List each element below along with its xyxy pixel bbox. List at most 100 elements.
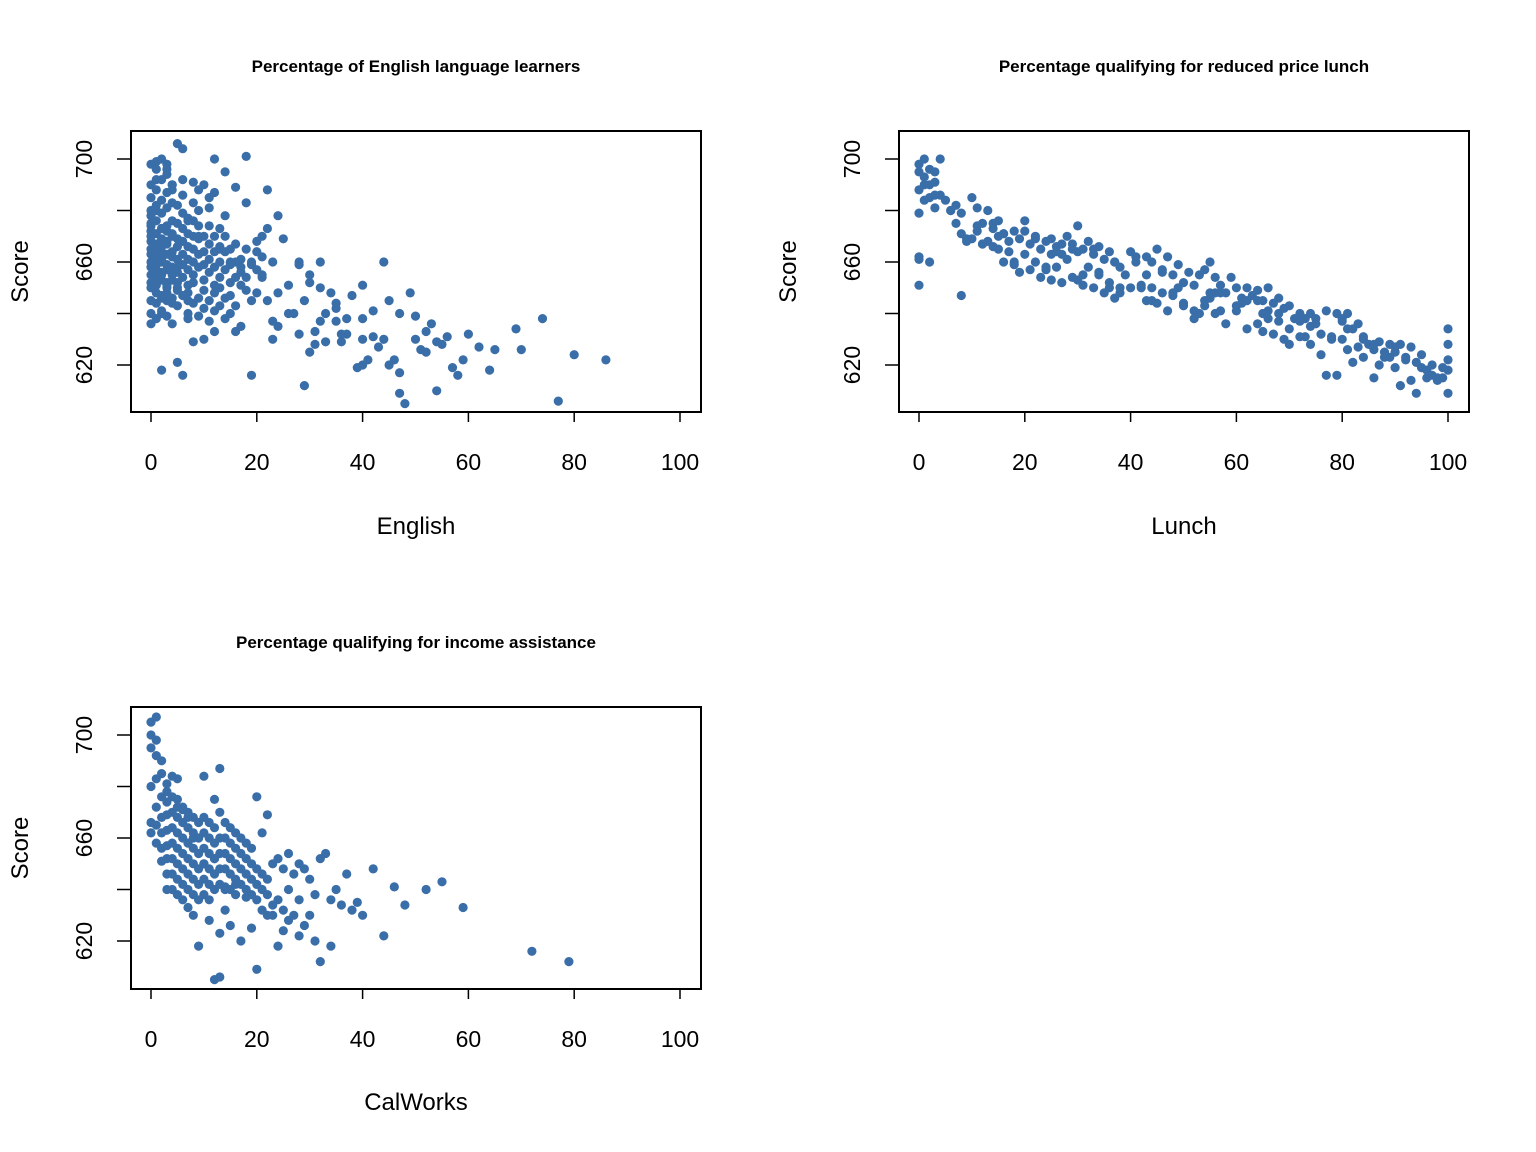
data-point — [1358, 352, 1368, 362]
data-point — [1268, 329, 1278, 339]
data-point — [1395, 381, 1405, 391]
plot-frame — [130, 130, 702, 413]
data-point — [331, 884, 341, 895]
data-point — [1258, 326, 1268, 337]
data-point — [262, 810, 272, 820]
data-point — [373, 342, 384, 352]
data-point — [215, 763, 225, 774]
data-point — [537, 314, 548, 324]
data-point — [925, 257, 935, 267]
data-point — [199, 334, 209, 344]
data-point — [1390, 347, 1400, 357]
data-point — [162, 239, 172, 249]
data-point — [241, 285, 251, 295]
data-point — [432, 386, 442, 396]
data-point — [326, 895, 336, 905]
data-point — [1163, 306, 1173, 316]
x-tick-label: 80 — [1329, 449, 1355, 475]
x-axis-label: Lunch — [1151, 513, 1216, 540]
data-point — [485, 365, 495, 375]
data-point — [146, 743, 156, 753]
data-point — [278, 864, 288, 874]
data-point — [1226, 272, 1236, 282]
data-point — [236, 254, 246, 264]
data-point — [368, 306, 378, 316]
data-point — [199, 303, 209, 313]
scatter-panel-1: Percentage of English language learners 0… — [7, 57, 702, 540]
data-point — [178, 272, 188, 282]
data-point — [993, 231, 1004, 241]
data-point — [167, 180, 177, 190]
data-point — [252, 792, 262, 802]
data-point — [257, 905, 267, 915]
data-point — [1020, 249, 1030, 259]
data-point — [151, 175, 161, 185]
data-point — [564, 957, 574, 967]
data-point — [289, 869, 299, 879]
data-point — [262, 874, 272, 884]
data-point — [162, 164, 172, 174]
data-point — [215, 272, 225, 282]
data-point — [262, 185, 272, 195]
data-point — [1030, 257, 1040, 267]
data-point — [1168, 270, 1178, 280]
data-point — [183, 902, 193, 913]
data-point — [241, 244, 251, 254]
data-point — [326, 288, 336, 298]
data-point — [437, 877, 447, 887]
data-point — [294, 257, 304, 267]
data-point — [305, 270, 315, 280]
data-point — [268, 334, 278, 344]
data-point — [379, 334, 389, 344]
data-point — [331, 316, 341, 326]
y-tick-label: 700 — [71, 716, 97, 754]
data-point — [1284, 339, 1294, 349]
y-tick-label: 660 — [71, 243, 97, 281]
data-point — [410, 311, 421, 321]
data-point — [278, 926, 288, 936]
data-point — [379, 257, 389, 267]
data-point — [273, 854, 283, 864]
x-tick-label: 20 — [1012, 449, 1038, 475]
data-point — [162, 779, 172, 789]
data-point — [1305, 339, 1316, 349]
data-point — [1173, 260, 1183, 270]
chart-title: Percentage of English language learners — [252, 57, 581, 76]
data-point — [188, 278, 198, 288]
data-point — [1390, 363, 1400, 373]
data-point — [151, 185, 161, 195]
data-point — [516, 345, 526, 355]
y-tick-label: 660 — [839, 243, 865, 281]
data-point — [331, 298, 341, 308]
plot-frame — [898, 130, 1470, 413]
data-point — [447, 363, 458, 373]
data-point — [1274, 293, 1284, 303]
x-tick-label: 0 — [145, 449, 158, 475]
data-point — [321, 337, 331, 347]
data-point — [1200, 301, 1210, 311]
data-point — [993, 244, 1004, 254]
data-point — [1443, 355, 1453, 365]
y-axis-label: Score — [775, 240, 802, 303]
data-point — [405, 288, 415, 298]
data-point — [1036, 272, 1046, 282]
data-point — [252, 964, 262, 974]
data-point — [283, 915, 294, 926]
data-point — [321, 308, 331, 319]
data-point — [225, 257, 235, 267]
data-point — [273, 288, 283, 298]
data-point — [358, 910, 368, 920]
data-point — [1051, 262, 1062, 272]
data-point — [983, 205, 993, 216]
data-point — [299, 381, 309, 391]
data-point — [1215, 280, 1226, 290]
data-point — [400, 399, 410, 409]
data-point — [241, 151, 251, 161]
data-point — [1184, 267, 1194, 277]
data-point — [1030, 234, 1040, 244]
data-point — [183, 812, 193, 823]
x-tick-label: 100 — [661, 449, 699, 475]
data-point — [1215, 306, 1226, 316]
y-axis-label: Score — [7, 817, 34, 880]
data-points — [146, 712, 574, 985]
